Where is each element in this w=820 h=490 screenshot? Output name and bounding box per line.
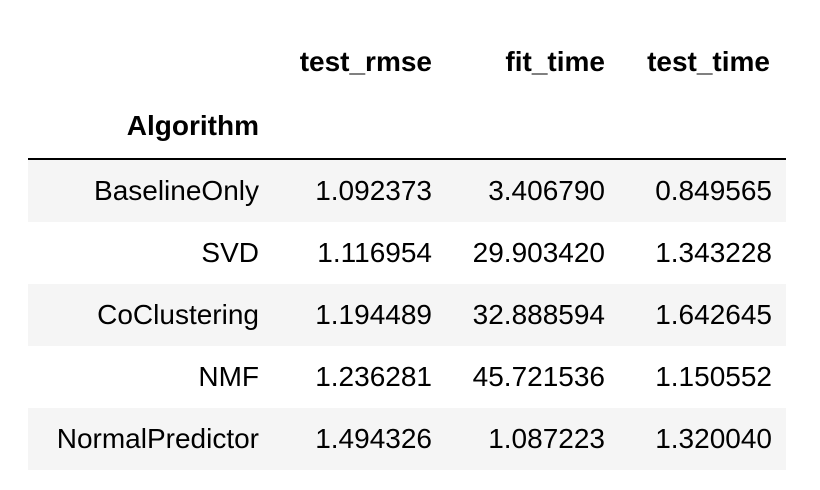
column-names-row: test_rmse fit_time test_time — [28, 30, 786, 94]
cell-test-time: 0.849565 — [655, 175, 772, 206]
row-index: BaselineOnly — [94, 175, 259, 206]
cell-test-time: 1.320040 — [655, 423, 772, 454]
results-table: test_rmse fit_time test_time Algorithm B… — [28, 30, 786, 470]
cell-test-rmse: 1.236281 — [315, 361, 432, 392]
cell-fit-time: 45.721536 — [472, 361, 605, 392]
table-row: SVD 1.116954 29.903420 1.343228 — [28, 222, 786, 284]
table-header: test_rmse fit_time test_time Algorithm — [28, 30, 786, 160]
row-index: NormalPredictor — [56, 423, 259, 454]
index-name-header: Algorithm — [28, 94, 275, 160]
column-header-test-time: test_time — [647, 46, 770, 77]
cell-fit-time: 1.087223 — [488, 423, 605, 454]
cell-test-time: 1.150552 — [655, 361, 772, 392]
index-name-spacer — [621, 94, 786, 160]
column-header-fit-time: fit_time — [505, 46, 605, 77]
table-body: BaselineOnly 1.092373 3.406790 0.849565 … — [28, 159, 786, 470]
cell-fit-time: 29.903420 — [472, 237, 605, 268]
cell-test-rmse: 1.194489 — [315, 299, 432, 330]
index-name-spacer — [448, 94, 621, 160]
index-name-row: Algorithm — [28, 94, 786, 160]
cell-test-time: 1.642645 — [655, 299, 772, 330]
cell-test-time: 1.343228 — [655, 237, 772, 268]
row-index: CoClustering — [97, 299, 259, 330]
cell-test-rmse: 1.092373 — [315, 175, 432, 206]
index-name-spacer — [275, 94, 448, 160]
cell-fit-time: 3.406790 — [488, 175, 605, 206]
cell-fit-time: 32.888594 — [472, 299, 605, 330]
cell-test-rmse: 1.494326 — [315, 423, 432, 454]
header-blank — [28, 30, 275, 94]
table-row: BaselineOnly 1.092373 3.406790 0.849565 — [28, 159, 786, 222]
row-index: NMF — [198, 361, 259, 392]
cell-test-rmse: 1.116954 — [317, 237, 432, 268]
table-row: NMF 1.236281 45.721536 1.150552 — [28, 346, 786, 408]
column-header-test-rmse: test_rmse — [299, 46, 432, 77]
table-row: NormalPredictor 1.494326 1.087223 1.3200… — [28, 408, 786, 470]
dataframe-output: test_rmse fit_time test_time Algorithm B… — [28, 30, 786, 470]
table-row: CoClustering 1.194489 32.888594 1.642645 — [28, 284, 786, 346]
row-index: SVD — [201, 237, 259, 268]
